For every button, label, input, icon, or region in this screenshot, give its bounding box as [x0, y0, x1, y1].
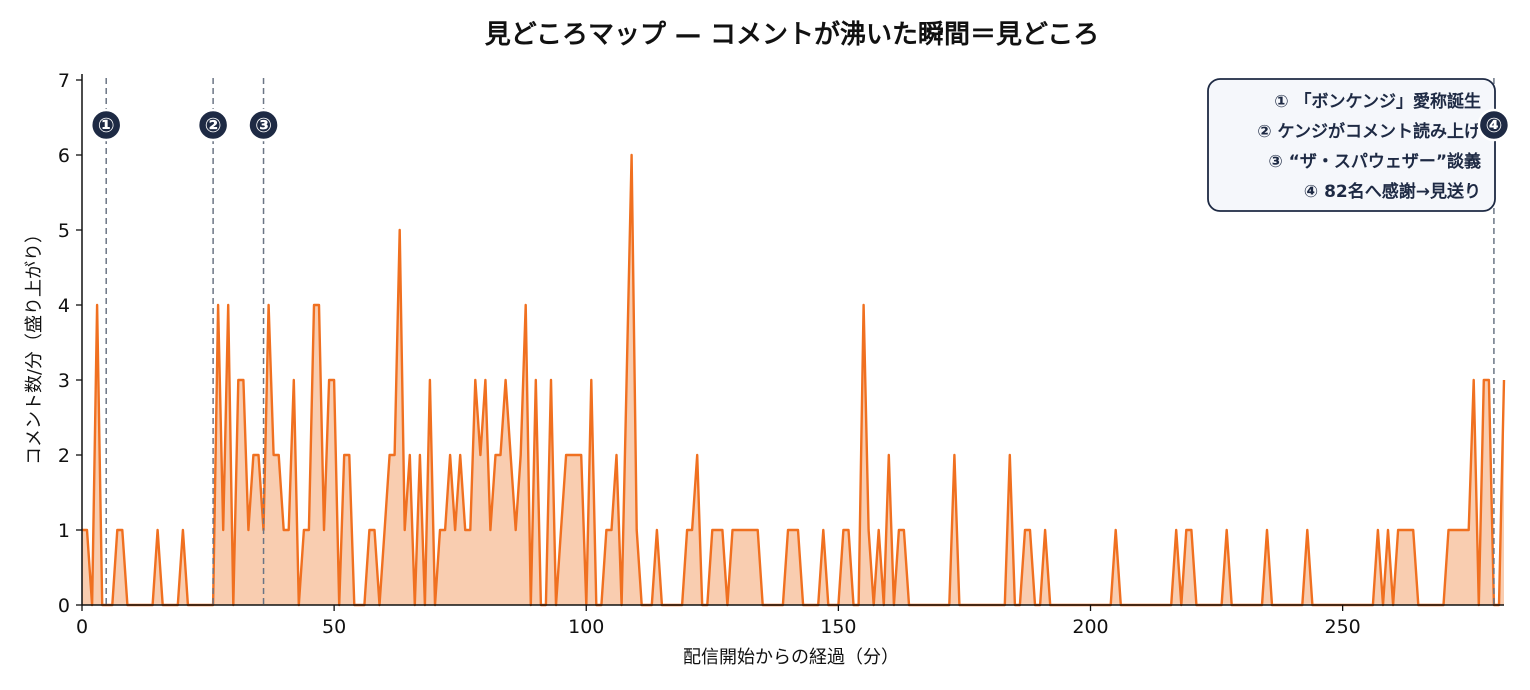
x-tick-label: 100: [568, 616, 604, 638]
x-tick-label: 150: [820, 616, 856, 638]
y-tick-label: 5: [58, 220, 70, 242]
y-tick-label: 0: [58, 595, 70, 617]
highlight-marker-1: [89, 108, 123, 142]
y-tick-label: 6: [58, 145, 70, 167]
y-tick-label: 7: [58, 70, 70, 92]
highlight-marker-3: [247, 108, 280, 142]
legend: ① 「ボンケンジ」愛称誕生 ② ケンジがコメント読み上げ ③ “ザ・スパウェザー”談…: [89, 78, 1511, 212]
legend-item-2: ② ケンジがコメント読み上げ: [1257, 121, 1482, 142]
legend-item-4: ④ 82名へ感謝→見送り: [1304, 181, 1481, 202]
highlight-marker-2: [196, 108, 230, 142]
highlight-marker-label-2: ②: [205, 113, 222, 137]
y-tick-label: 4: [58, 295, 70, 317]
highlight-marker-label-1: ①: [98, 113, 115, 137]
x-axis-label: 配信開始からの経過（分）: [683, 647, 899, 668]
y-tick-label: 2: [58, 445, 70, 467]
highlight-marker-label-3: ③: [255, 113, 272, 137]
series-line-0: [82, 153, 1506, 607]
legend-item-1: ① 「ボンケンジ」愛称誕生: [1274, 91, 1481, 112]
legend-box: [1207, 78, 1496, 212]
highlight-marker-label-4: ④: [1485, 113, 1502, 137]
x-tick-label: 250: [1325, 616, 1361, 638]
x-tick-label: 0: [76, 616, 88, 638]
series-area-0: [82, 155, 1504, 605]
highlight-marker-4: [1477, 108, 1511, 142]
legend-item-3: ③ “ザ・スパウェザー”談義: [1268, 151, 1481, 172]
y-axis-label: コメント数/分（盛り上がり）: [24, 225, 45, 465]
y-tick-label: 1: [58, 520, 70, 542]
chart-title: 見どころマップ — コメントが沸いた瞬間＝見どころ: [485, 19, 1100, 50]
x-tick-label: 50: [322, 616, 346, 638]
x-tick-label: 200: [1072, 616, 1108, 638]
axes: 0 50 100 150 200 250 0 1 2 3 4 5 6 7: [58, 70, 1504, 638]
plot-area: [82, 78, 1506, 607]
y-tick-label: 3: [58, 370, 70, 392]
